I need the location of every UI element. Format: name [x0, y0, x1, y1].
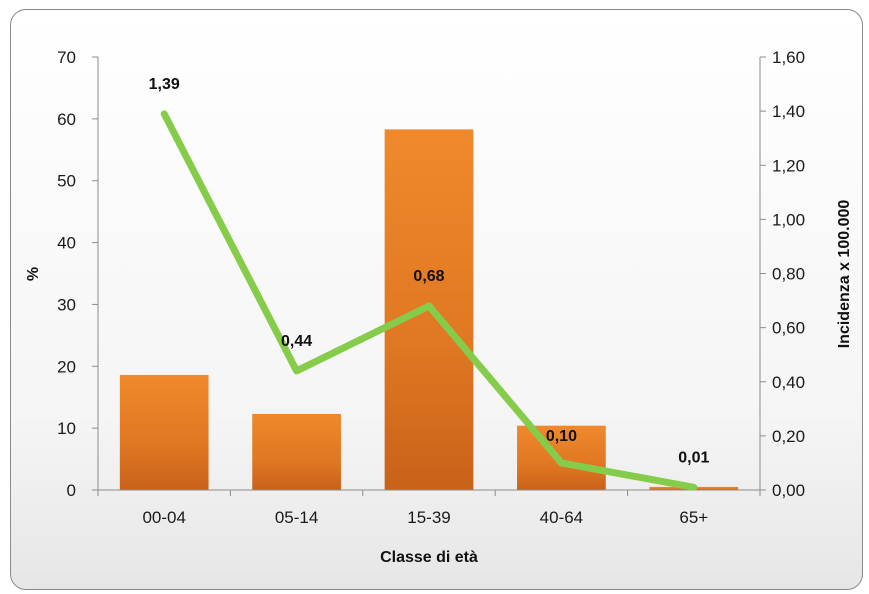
- data-label: 0,01: [678, 449, 709, 466]
- x-tick-label: 65+: [679, 508, 708, 527]
- y-right-tick-label: 0,40: [772, 373, 805, 392]
- axes: 0 10 20 30 40 50 60 70 0,00 0,20 0,40 0,60 0,80 1,00 1…: [57, 48, 805, 527]
- x-tick-label: 15-39: [407, 508, 450, 527]
- data-label: 0,10: [546, 428, 577, 445]
- data-label: 0,44: [281, 333, 312, 350]
- y-right-tick-label: 0,80: [772, 265, 805, 284]
- y-right-tick-label: 1,20: [772, 156, 805, 175]
- bar-00-04: [119, 374, 209, 490]
- y-left-tick-label: 70: [57, 48, 76, 67]
- y-axis-left-title: %: [25, 267, 42, 281]
- y-left-tick-label: 30: [57, 295, 76, 314]
- labels: 1,39 0,44 0,68 0,10 0,01: [149, 76, 710, 466]
- data-label: 1,39: [149, 76, 180, 93]
- y-right-tick-label: 0,00: [772, 481, 805, 500]
- bars: [119, 129, 739, 490]
- y-left-tick-label: 10: [57, 419, 76, 438]
- data-label: 0,68: [413, 268, 444, 285]
- x-tick-label: 00-04: [142, 508, 185, 527]
- x-tick-label: 40-64: [540, 508, 583, 527]
- y-right-tick-label: 1,60: [772, 48, 805, 67]
- y-left-tick-label: 50: [57, 172, 76, 191]
- y-right-tick-label: 1,40: [772, 102, 805, 121]
- y-axis-right-title: Incidenza x 100.000: [836, 200, 853, 349]
- y-left-tick-label: 60: [57, 110, 76, 129]
- x-tick-label: 05-14: [275, 508, 318, 527]
- y-right-tick-label: 1,00: [772, 210, 805, 229]
- y-right-tick-label: 0,60: [772, 319, 805, 338]
- y-right-tick-label: 0,20: [772, 427, 805, 446]
- y-left-tick-label: 20: [57, 357, 76, 376]
- y-left-tick-label: 40: [57, 234, 76, 253]
- incidence-line: [160, 110, 698, 491]
- x-axis-title: Classe di età: [380, 549, 478, 566]
- y-left-tick-label: 0: [67, 481, 76, 500]
- bar-05-14: [252, 413, 341, 490]
- line-series: [160, 110, 698, 491]
